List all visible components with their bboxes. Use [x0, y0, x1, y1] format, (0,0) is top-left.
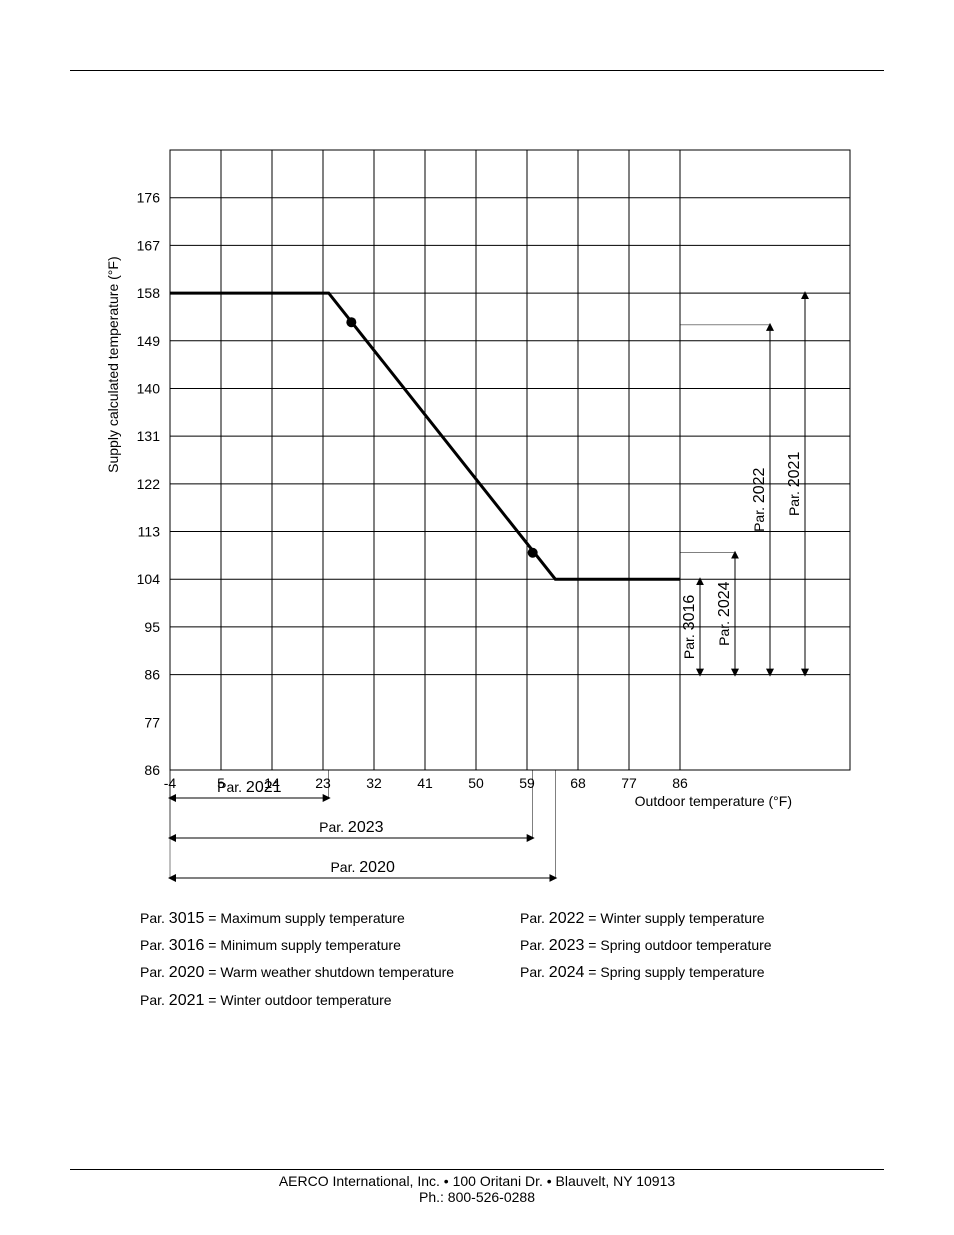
dimension-label: Par. 3016 [681, 595, 698, 659]
legend-par-pre: Par. [520, 910, 549, 926]
legend-left-column: Par. 3015 = Maximum supply temperaturePa… [140, 905, 490, 1014]
legend-par-num: 2021 [169, 992, 205, 1009]
legend-eq: = [204, 964, 220, 980]
x-tick-label: 86 [672, 775, 688, 791]
legend-par-pre: Par. [140, 937, 169, 953]
chart-container: -451423324150596877861761671581491401311… [70, 130, 870, 950]
legend: Par. 3015 = Maximum supply temperaturePa… [140, 905, 870, 1014]
legend-item: Par. 3016 = Minimum supply temperature [140, 932, 490, 959]
y-tick-label: 140 [137, 380, 161, 396]
legend-par-pre: Par. [520, 937, 549, 953]
bullet-icon: • [543, 1173, 556, 1189]
reset-curve-chart: -451423324150596877861761671581491401311… [70, 130, 870, 950]
footer-line-1: AERCO International, Inc. • 100 Oritani … [0, 1173, 954, 1189]
y-tick-label: 86 [144, 667, 160, 683]
legend-desc: Maximum supply temperature [220, 910, 404, 926]
y-tick-label: 149 [137, 333, 161, 349]
legend-right-column: Par. 2022 = Winter supply temperaturePar… [520, 905, 870, 1014]
legend-item: Par. 2023 = Spring outdoor temperature [520, 932, 870, 959]
legend-eq: = [204, 992, 220, 1008]
y-axis-label: Supply calculated temperature (°F) [105, 256, 121, 472]
legend-par-pre: Par. [140, 964, 169, 980]
footer-company: AERCO International, Inc. [279, 1173, 440, 1189]
legend-eq: = [204, 937, 220, 953]
legend-desc: Winter outdoor temperature [220, 992, 391, 1008]
legend-par-num: 2020 [169, 964, 205, 981]
bullet-icon: • [440, 1173, 453, 1189]
y-tick-label: 122 [137, 476, 161, 492]
legend-item: Par. 2020 = Warm weather shutdown temper… [140, 959, 490, 986]
y-tick-label: 77 [144, 714, 160, 730]
footer-address-2: Blauvelt, NY 10913 [556, 1173, 676, 1189]
x-axis-label: Outdoor temperature (°F) [635, 793, 792, 809]
legend-eq: = [584, 964, 600, 980]
legend-par-num: 2024 [549, 964, 585, 981]
legend-par-pre: Par. [140, 910, 169, 926]
legend-par-num: 2022 [549, 910, 585, 927]
legend-desc: Warm weather shutdown temperature [220, 964, 454, 980]
legend-item: Par. 3015 = Maximum supply temperature [140, 905, 490, 932]
footer-address-1: 100 Oritani Dr. [453, 1173, 543, 1189]
x-tick-label: 41 [417, 775, 433, 791]
y-tick-label: 176 [137, 190, 161, 206]
legend-eq: = [204, 910, 220, 926]
dimension-label: Par. 2021 [217, 779, 281, 796]
legend-desc: Spring supply temperature [600, 964, 764, 980]
top-rule [70, 70, 884, 71]
legend-desc: Winter supply temperature [600, 910, 764, 926]
footer-rule [70, 1169, 884, 1170]
dimension-label: Par. 2020 [330, 859, 394, 876]
legend-par-pre: Par. [520, 964, 549, 980]
legend-par-num: 3016 [169, 937, 205, 954]
legend-desc: Minimum supply temperature [220, 937, 401, 953]
dimension-label: Par. 2022 [751, 467, 768, 531]
legend-eq: = [584, 910, 600, 926]
footer-line-2: Ph.: 800-526-0288 [0, 1189, 954, 1205]
y-tick-label: 158 [137, 285, 161, 301]
legend-item: Par. 2024 = Spring supply temperature [520, 959, 870, 986]
y-tick-label: 167 [137, 237, 161, 253]
x-tick-label: 32 [366, 775, 382, 791]
y-tick-label: 86 [144, 762, 160, 778]
legend-item: Par. 2021 = Winter outdoor temperature [140, 987, 490, 1014]
legend-item: Par. 2022 = Winter supply temperature [520, 905, 870, 932]
x-tick-label: 68 [570, 775, 586, 791]
y-tick-label: 95 [144, 619, 160, 635]
dimension-label: Par. 2023 [319, 819, 383, 836]
y-tick-label: 113 [138, 524, 161, 540]
legend-par-num: 3015 [169, 910, 205, 927]
legend-par-num: 2023 [549, 937, 585, 954]
x-tick-label: 77 [621, 775, 637, 791]
y-tick-label: 104 [137, 571, 161, 587]
legend-par-pre: Par. [140, 992, 169, 1008]
legend-desc: Spring outdoor temperature [600, 937, 771, 953]
footer: AERCO International, Inc. • 100 Oritani … [0, 1173, 954, 1205]
y-tick-label: 131 [137, 428, 161, 444]
legend-eq: = [584, 937, 600, 953]
page: -451423324150596877861761671581491401311… [0, 0, 954, 1235]
curve-marker [528, 548, 538, 558]
dimension-label: Par. 2024 [716, 581, 733, 645]
x-tick-label: 50 [468, 775, 484, 791]
dimension-label: Par. 2021 [786, 452, 803, 516]
curve-marker [346, 317, 356, 327]
